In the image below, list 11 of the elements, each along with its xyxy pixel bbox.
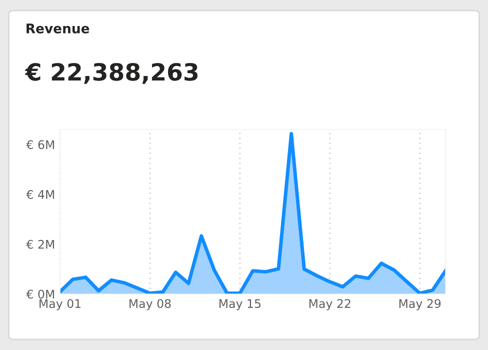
y-tick-label: € 4M — [26, 190, 54, 199]
x-tick-label: May 22 — [309, 299, 350, 310]
x-tick-label: May 15 — [220, 299, 260, 310]
x-tick-label: May 29 — [399, 299, 441, 310]
chart-title: Revenue — [26, 24, 90, 34]
y-tick-label: € 6M — [26, 140, 54, 150]
chart-subtitle: € 22,388,263 — [24, 62, 198, 84]
y-tick-label: € 0M — [26, 290, 54, 299]
x-tick-label: May 01 — [40, 299, 81, 310]
x-tick-label: May 08 — [130, 299, 171, 310]
y-tick-label: € 2M — [26, 240, 54, 249]
